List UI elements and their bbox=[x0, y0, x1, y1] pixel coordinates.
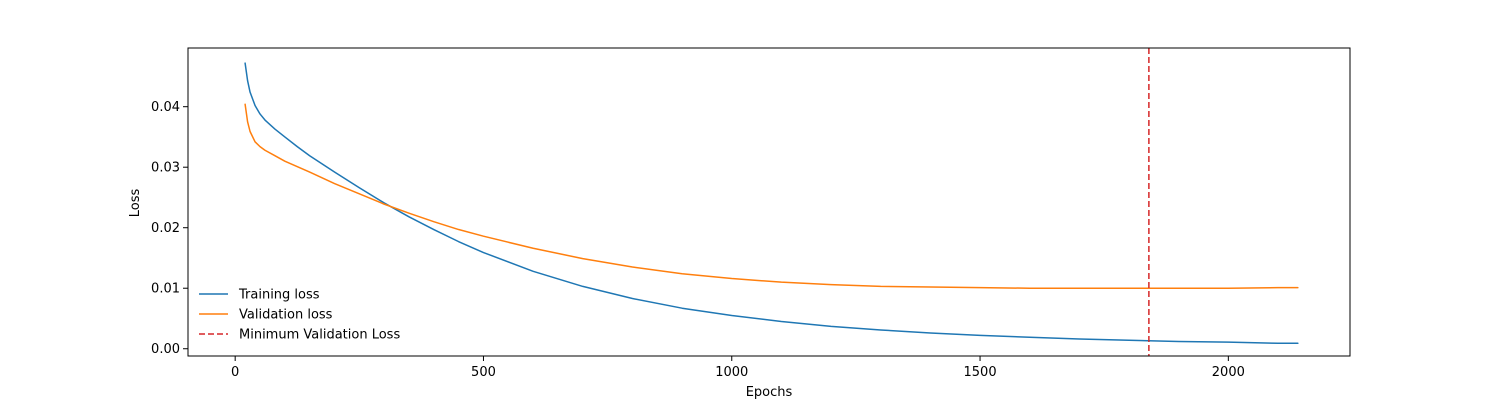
y-axis: 0.00 0.01 0.02 0.03 0.04 bbox=[151, 100, 188, 357]
series-line-validation-loss bbox=[244, 103, 1299, 289]
legend-label-min-validation-loss: Minimum Validation Loss bbox=[239, 328, 400, 343]
y-axis-label: Loss bbox=[128, 189, 143, 218]
x-tick-label: 1500 bbox=[964, 365, 997, 380]
x-axis: 0 500 1000 1500 2000 bbox=[231, 356, 1245, 380]
x-axis-label: Epochs bbox=[746, 385, 793, 400]
legend-label-training-loss: Training loss bbox=[238, 288, 320, 303]
y-tick-label: 0.02 bbox=[151, 221, 180, 236]
x-tick-label: 500 bbox=[471, 365, 496, 380]
x-tick-label: 2000 bbox=[1212, 365, 1245, 380]
legend-label-validation-loss: Validation loss bbox=[239, 308, 333, 323]
legend: Training loss Validation loss Minimum Vali… bbox=[199, 288, 400, 343]
y-tick-label: 0.03 bbox=[151, 161, 180, 176]
series-line-training-loss bbox=[244, 62, 1299, 345]
plot-frame bbox=[187, 47, 1351, 357]
plot-area bbox=[244, 48, 1299, 356]
x-tick-label: 1000 bbox=[715, 365, 748, 380]
x-tick-label: 0 bbox=[231, 365, 239, 380]
y-tick-label: 0.01 bbox=[151, 282, 180, 297]
y-tick-label: 0.00 bbox=[151, 342, 180, 357]
y-tick-label: 0.04 bbox=[151, 100, 180, 115]
